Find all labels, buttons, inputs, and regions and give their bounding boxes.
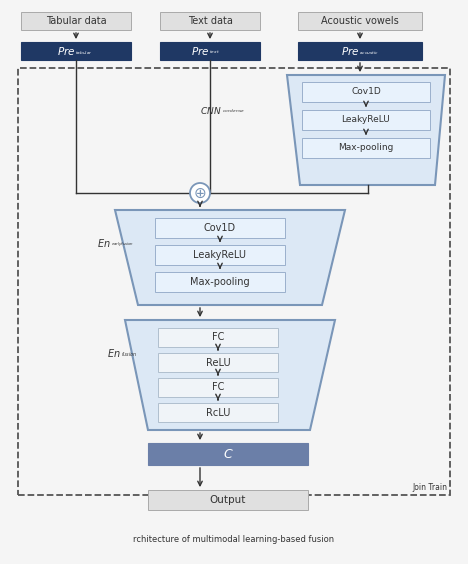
- Text: Max-pooling: Max-pooling: [338, 143, 394, 152]
- Bar: [21, 12, 131, 30]
- Text: FC: FC: [212, 382, 224, 393]
- Text: $\mathit{Pre}$: $\mathit{Pre}$: [341, 45, 359, 57]
- Polygon shape: [115, 210, 345, 305]
- Text: $\mathit{Pre}$: $\mathit{Pre}$: [57, 45, 75, 57]
- Bar: [18, 68, 450, 495]
- Text: LeakyReLU: LeakyReLU: [342, 116, 390, 125]
- Bar: [298, 42, 422, 60]
- Bar: [21, 42, 131, 60]
- Bar: [302, 138, 430, 158]
- Text: $_{text}$: $_{text}$: [209, 50, 220, 56]
- Text: ReLU: ReLU: [206, 358, 230, 368]
- Text: Cov1D: Cov1D: [351, 87, 381, 96]
- Text: rchitecture of multimodal learning-based fusion: rchitecture of multimodal learning-based…: [133, 535, 335, 544]
- Bar: [148, 490, 308, 510]
- Text: Tabular data: Tabular data: [46, 16, 106, 26]
- Bar: [302, 110, 430, 130]
- Text: $\oplus$: $\oplus$: [193, 186, 207, 200]
- Text: FC: FC: [212, 333, 224, 342]
- Bar: [148, 443, 308, 465]
- Bar: [160, 12, 260, 30]
- Circle shape: [190, 183, 210, 203]
- Text: $_{condense}$: $_{condense}$: [222, 107, 245, 114]
- Text: $\mathit{Pre}$: $\mathit{Pre}$: [190, 45, 209, 57]
- Bar: [155, 245, 285, 265]
- Text: $\mathit{C}$: $\mathit{C}$: [223, 447, 234, 460]
- Bar: [302, 82, 430, 102]
- Text: $_{acoustic}$: $_{acoustic}$: [359, 50, 379, 56]
- Text: $_{tabular}$: $_{tabular}$: [75, 50, 93, 56]
- Text: $_{fusion}$: $_{fusion}$: [121, 351, 138, 359]
- Text: $\mathit{En}$: $\mathit{En}$: [97, 237, 111, 249]
- Text: Acoustic vowels: Acoustic vowels: [321, 16, 399, 26]
- Polygon shape: [287, 75, 445, 185]
- Bar: [158, 328, 278, 347]
- Bar: [158, 353, 278, 372]
- Text: $\mathit{En}$: $\mathit{En}$: [107, 347, 121, 359]
- Bar: [298, 12, 422, 30]
- Text: Join Train: Join Train: [412, 483, 447, 492]
- Bar: [158, 403, 278, 422]
- Bar: [155, 218, 285, 238]
- Bar: [155, 272, 285, 292]
- Text: RcLU: RcLU: [206, 408, 230, 417]
- Bar: [160, 42, 260, 60]
- Text: Text data: Text data: [188, 16, 233, 26]
- Text: $\mathit{CNN}$: $\mathit{CNN}$: [200, 104, 222, 116]
- Bar: [158, 378, 278, 397]
- Text: $_{earlyfusion}$: $_{earlyfusion}$: [111, 241, 134, 249]
- Text: Cov1D: Cov1D: [204, 223, 236, 233]
- Text: Output: Output: [210, 495, 246, 505]
- Text: Max-pooling: Max-pooling: [190, 277, 250, 287]
- Text: LeakyReLU: LeakyReLU: [193, 250, 247, 260]
- Polygon shape: [125, 320, 335, 430]
